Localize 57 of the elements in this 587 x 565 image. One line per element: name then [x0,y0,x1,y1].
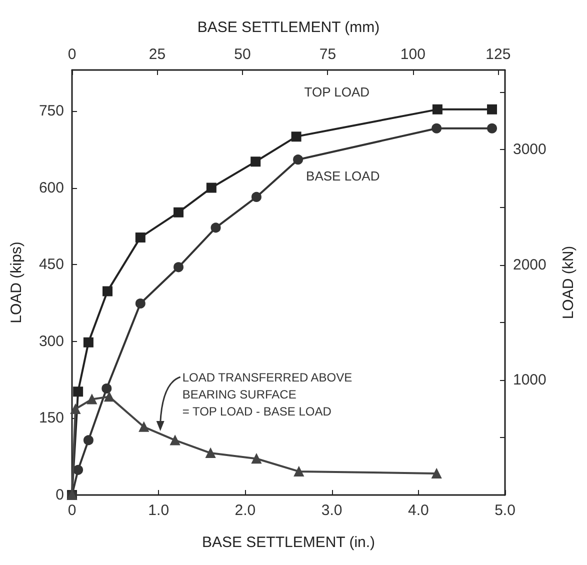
x-tick-label: 1.0 [148,502,170,519]
series-label: TOP LOAD [304,84,370,100]
y2-tick-label: 2000 [513,256,546,274]
x2-tick-label: 75 [319,46,336,63]
point [487,104,498,114]
point [250,156,261,167]
point [83,435,94,446]
y-tick-label: 300 [38,332,64,350]
point [102,286,113,296]
annotation: LOAD TRANSFERRED ABOVE BEARING SURFACE = TOP LOAD - BASE LOAD [182,370,352,418]
x2-axis-title: BASE SETTLEMENT (mm) [197,19,380,36]
point [432,123,442,134]
y-tick-label: 150 [38,410,64,427]
x2-tick-label: 100 [400,46,426,63]
point [102,383,112,394]
x-tick-label: 0 [68,502,76,519]
point [210,222,221,233]
point [206,448,216,458]
point [86,394,97,404]
point [104,392,114,402]
point [206,182,216,193]
series-label: BASE LOAD [306,168,380,184]
x-axis-title: BASE SETTLEMENT (in.) [202,534,376,551]
x-tick-label: 5.0 [494,502,516,519]
point [70,404,80,414]
y-tick-label: 600 [38,179,64,196]
x2-tick-label: 25 [148,46,166,63]
point [294,466,304,476]
point [174,262,184,272]
x-tick-label: 4.0 [408,502,429,519]
x2-tick-label: 50 [234,46,251,63]
x2-tick-label: 125 [486,46,511,63]
y-tick-label: 0 [56,486,64,504]
point [174,207,184,218]
y-tick-label: 450 [38,256,64,274]
point [487,123,498,134]
y2-tick-label: 3000 [513,141,546,158]
point [291,132,302,142]
x-tick-label: 3.0 [321,502,342,519]
point [432,468,442,478]
y-tick-label: 750 [38,102,64,120]
point [251,192,262,202]
point [432,104,442,114]
point [83,337,94,348]
y2-tick-label: 1000 [513,371,546,388]
point [73,464,84,475]
point [170,435,180,446]
point [73,386,84,397]
point [251,454,262,464]
x-tick-label: 2.0 [234,502,256,519]
x2-tick-label: 0 [68,46,76,63]
point [135,298,146,308]
point [135,232,146,242]
y2-axis-title: LOAD (kN) [560,246,577,320]
point [293,154,304,165]
point [138,422,149,432]
y-axis-title: LOAD (kips) [8,242,25,324]
